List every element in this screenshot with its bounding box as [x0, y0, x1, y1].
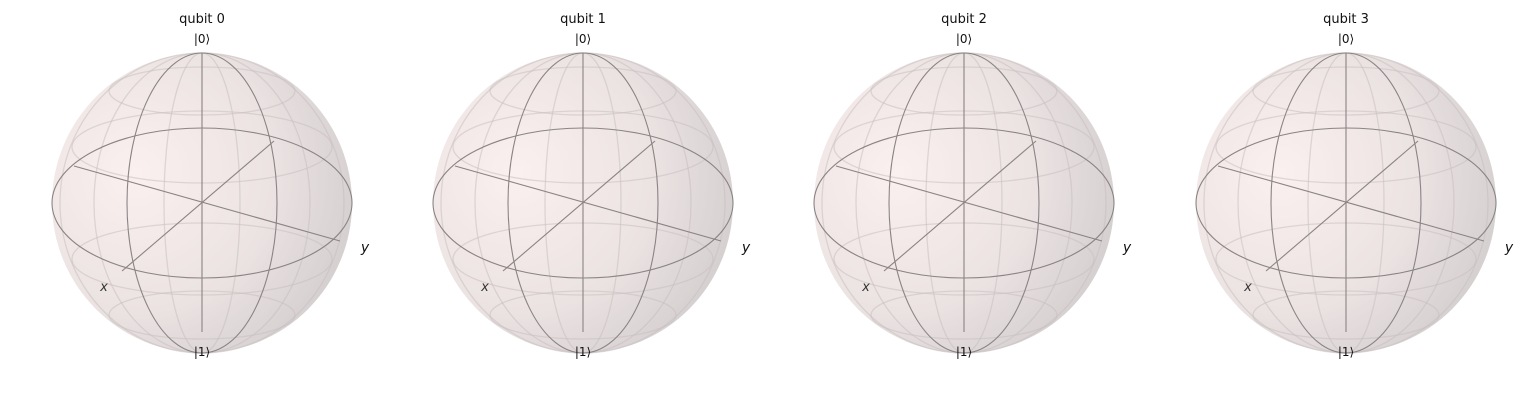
ket-one-label: |1⟩	[194, 345, 210, 359]
y-axis-label: y	[1504, 240, 1514, 256]
ket-zero-label: |0⟩	[194, 32, 210, 46]
ket-zero-label: |0⟩	[575, 32, 591, 46]
sphere-wireframe	[432, 52, 734, 354]
bloch-sphere-3: qubit 3 |0⟩ |1⟩ x y	[1195, 12, 1514, 359]
y-axis	[73, 165, 341, 242]
x-axis	[883, 140, 1037, 272]
sphere-title: qubit 3	[1323, 12, 1369, 27]
y-axis-label: y	[741, 240, 751, 256]
x-axis-label: x	[480, 280, 489, 295]
x-axis-label: x	[861, 280, 870, 295]
ket-one-label: |1⟩	[956, 345, 972, 359]
sphere-wireframe	[1195, 52, 1497, 354]
bloch-sphere-1: qubit 1 |0⟩ |1⟩ x y	[432, 12, 751, 359]
sphere-wireframe	[813, 52, 1115, 354]
ket-zero-label: |0⟩	[956, 32, 972, 46]
ket-one-label: |1⟩	[1338, 345, 1354, 359]
sphere-title: qubit 2	[941, 12, 987, 27]
y-axis	[454, 165, 722, 242]
x-axis-label: x	[1243, 280, 1252, 295]
y-axis-label: y	[360, 240, 370, 256]
x-axis-label: x	[99, 280, 108, 295]
x-axis	[502, 140, 656, 272]
sphere-title: qubit 1	[560, 12, 606, 27]
y-axis	[835, 165, 1103, 242]
ket-one-label: |1⟩	[575, 345, 591, 359]
y-axis	[1217, 165, 1485, 242]
x-axis	[121, 140, 275, 272]
sphere-title: qubit 0	[179, 12, 225, 27]
x-axis	[1265, 140, 1419, 272]
ket-zero-label: |0⟩	[1338, 32, 1354, 46]
bloch-sphere-0: qubit 0 |0⟩ |1⟩ x y	[51, 12, 370, 359]
sphere-wireframe	[51, 52, 353, 354]
bloch-sphere-2: qubit 2 |0⟩ |1⟩ x y	[813, 12, 1132, 359]
y-axis-label: y	[1122, 240, 1132, 256]
